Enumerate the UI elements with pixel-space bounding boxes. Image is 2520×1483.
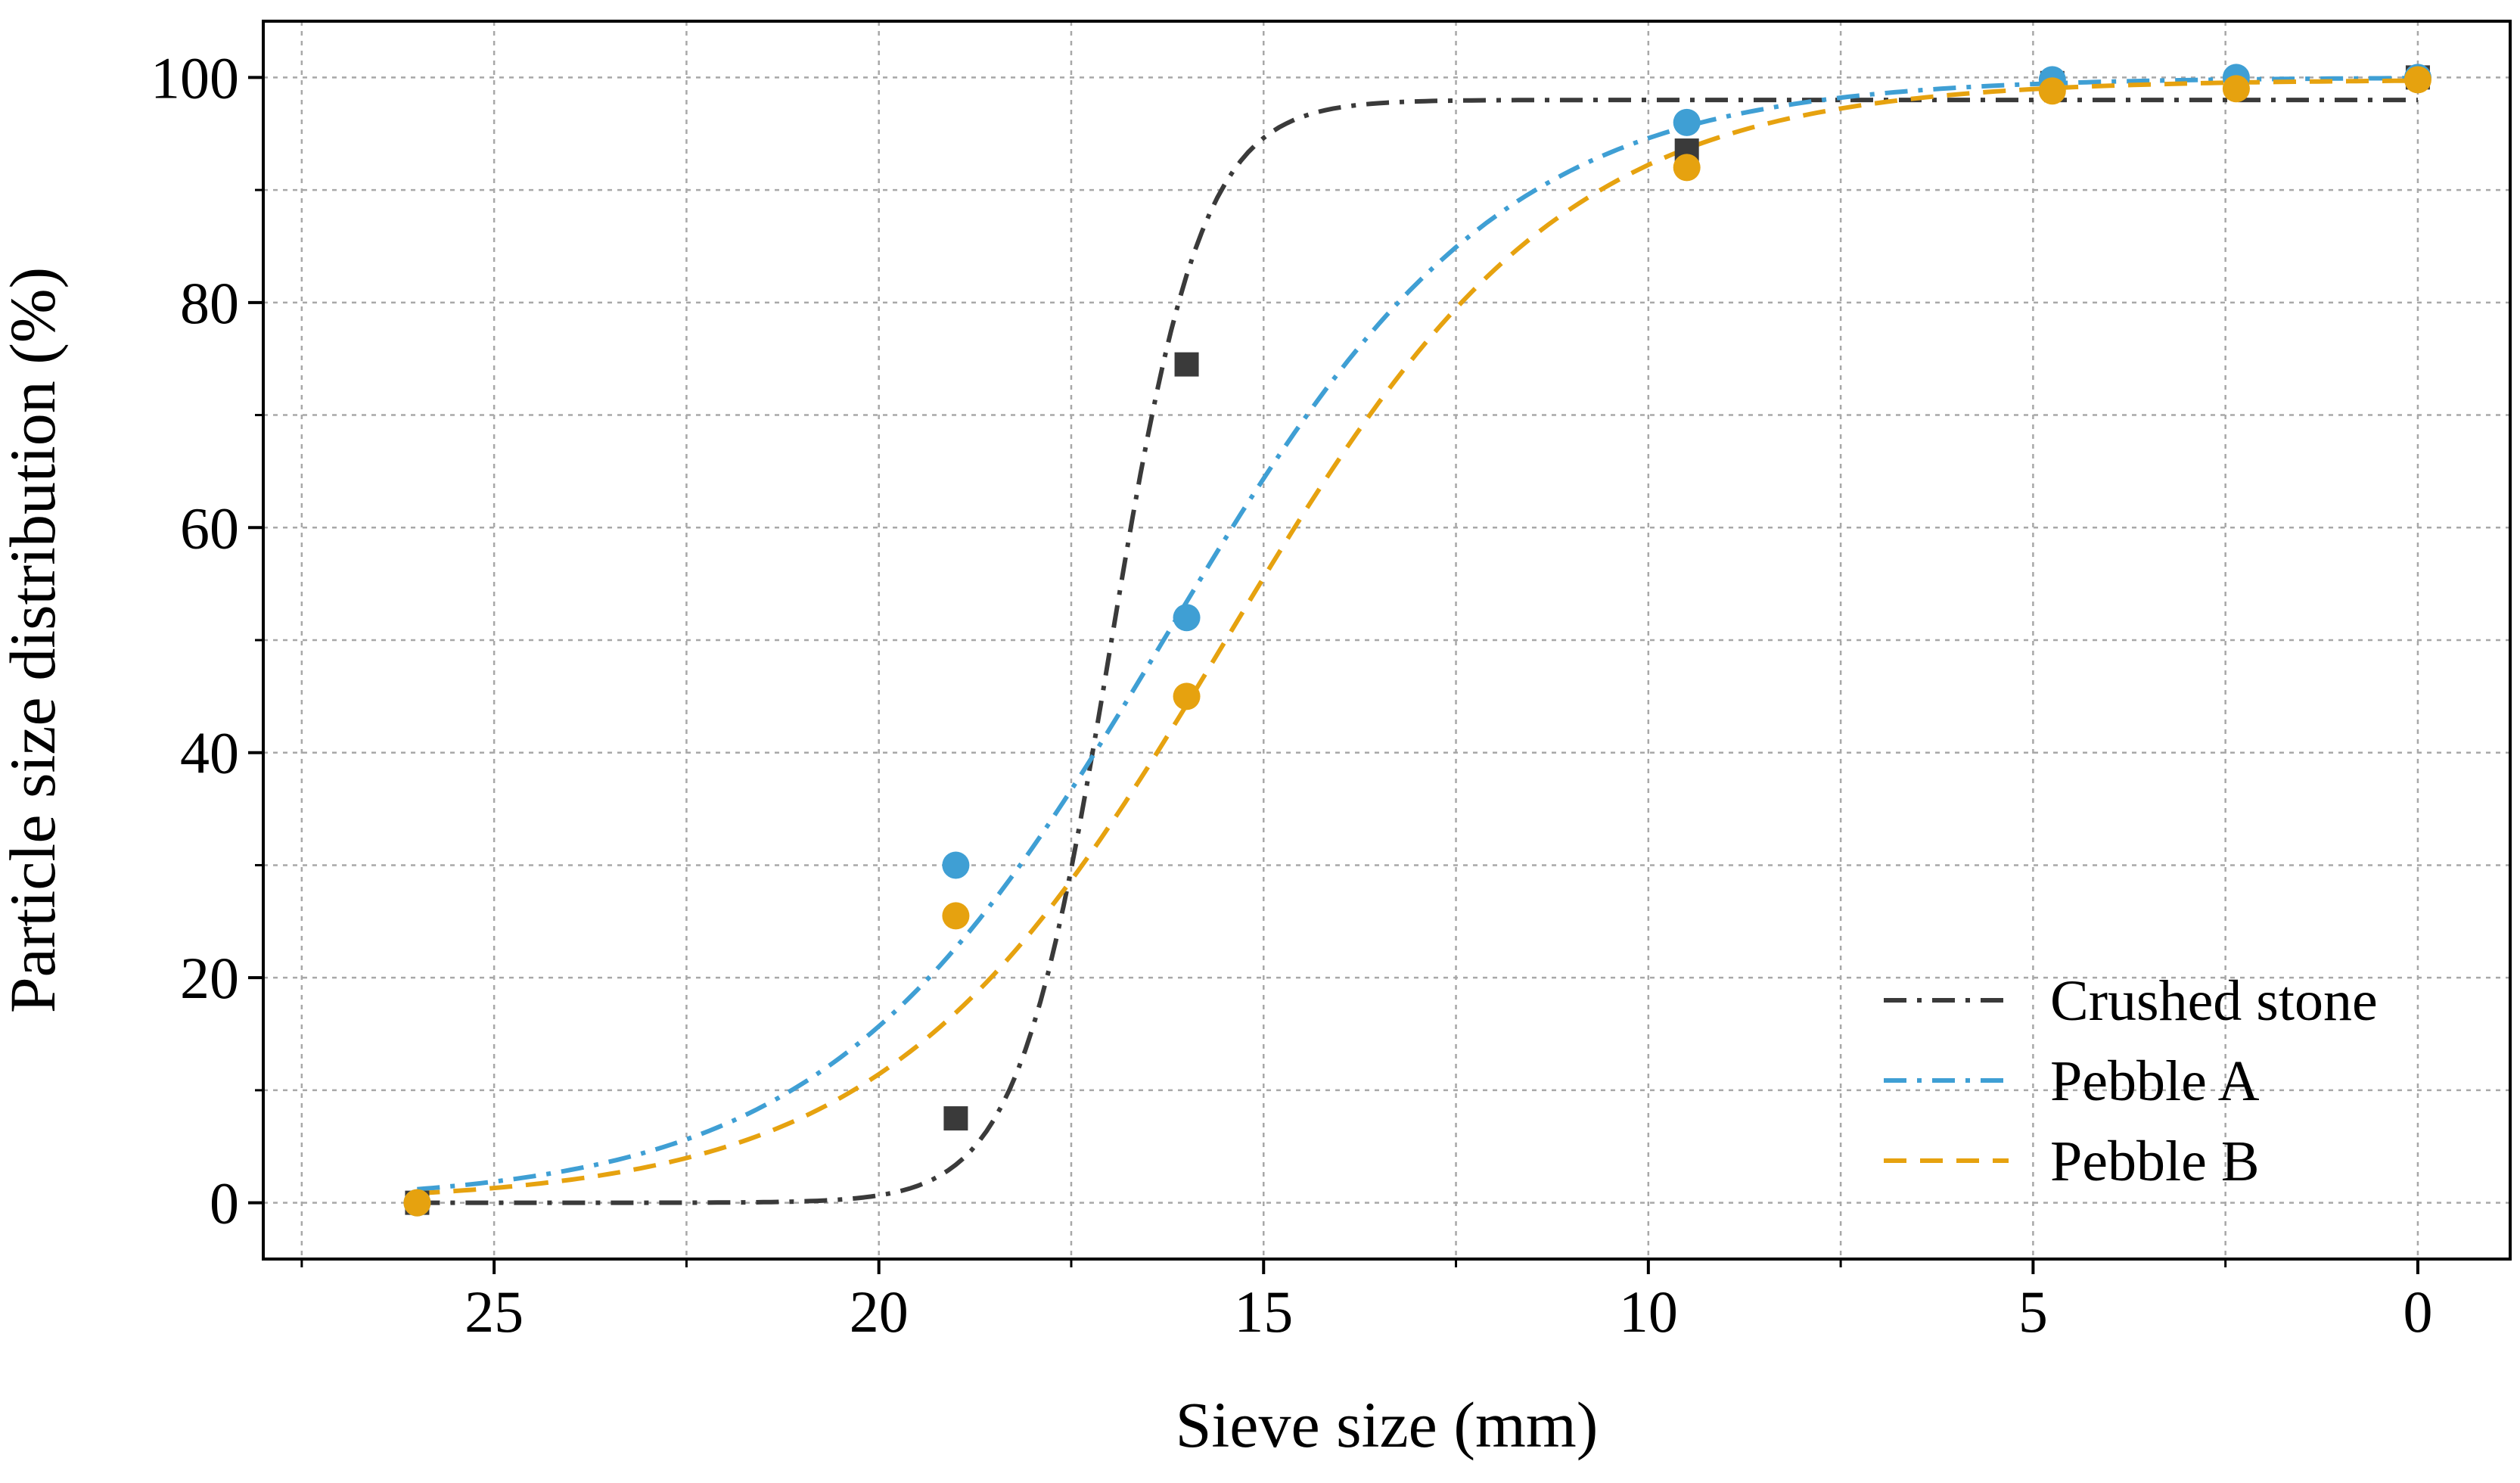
x-tick-label: 10 [1619, 1279, 1678, 1345]
y-tick-label: 40 [180, 720, 239, 786]
x-tick-label: 0 [2403, 1279, 2432, 1345]
fit-curves [417, 76, 2418, 1205]
data-point-pebble-b [1673, 154, 1701, 182]
data-point-pebble-b [403, 1189, 431, 1217]
data-point-crushed-stone [1174, 352, 1199, 377]
series-line-pebble-a [417, 76, 2418, 1192]
data-point-crushed-stone [943, 1106, 968, 1131]
legend-label-pebble-b: Pebble B [2050, 1130, 2260, 1193]
x-tick-label: 25 [465, 1279, 524, 1345]
legend-label-crushed-stone: Crushed stone [2050, 969, 2378, 1033]
y-tick-label: 100 [151, 45, 239, 110]
data-point-pebble-b [2403, 66, 2431, 94]
data-point-pebble-b [2222, 75, 2250, 103]
x-tick-label: 15 [1234, 1279, 1293, 1345]
data-point-pebble-b [1173, 682, 1201, 710]
tick-labels: 25 20 15 10 5 0 0 20 40 60 80 100 [151, 45, 2432, 1345]
data-point-pebble-b [942, 902, 970, 930]
x-tick-label: 5 [2018, 1279, 2048, 1345]
axis-ticks [248, 76, 2419, 1274]
data-point-pebble-a [1173, 604, 1201, 632]
data-point-pebble-a [942, 851, 970, 879]
y-axis-title: Particle size distribution (%) [0, 267, 69, 1013]
x-tick-label: 20 [850, 1279, 909, 1345]
legend-label-pebble-a: Pebble A [2050, 1049, 2260, 1113]
grid [263, 21, 2510, 1259]
legend: Crushed stone Pebble A Pebble B [1884, 969, 2378, 1193]
data-point-pebble-b [2038, 77, 2066, 105]
series-line-crushed-stone [417, 98, 2418, 1205]
y-tick-label: 20 [180, 945, 239, 1011]
x-axis-title: Sieve size (mm) [1176, 1388, 1599, 1461]
y-tick-label: 80 [180, 270, 239, 336]
data-point-pebble-a [1673, 108, 1701, 136]
series-line-pebble-b [417, 78, 2418, 1196]
y-tick-label: 0 [210, 1171, 239, 1236]
data-markers [403, 64, 2431, 1217]
y-tick-label: 60 [180, 495, 239, 561]
